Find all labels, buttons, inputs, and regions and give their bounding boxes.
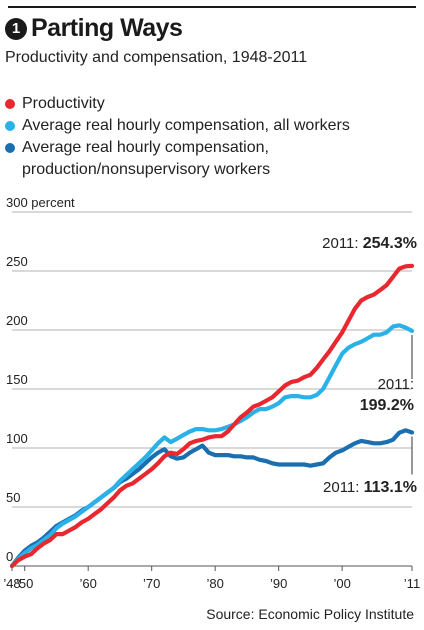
annotation-prefix: 2011:	[322, 235, 363, 252]
line-chart: 0 50 100 150 200 250 300 percent ’48’50 ’60 ’70 ’8…	[3, 195, 420, 591]
top-rule	[8, 6, 416, 8]
annotation-value: 199.2%	[360, 397, 414, 414]
x-tick-label: ’00	[333, 576, 350, 591]
legend-item-all-workers: Average real hourly compensation, all wo…	[5, 115, 417, 137]
title-row: 1 Parting Ways	[5, 14, 183, 43]
annotation-value: 113.1%	[364, 479, 417, 496]
y-tick-label: 150	[6, 372, 28, 387]
annotation-label: 2011: 254.3%	[322, 235, 417, 252]
x-tick-label: ’80	[206, 576, 223, 591]
legend: Productivity Average real hourly compens…	[5, 93, 417, 181]
annotation-prefix: 2011:	[323, 479, 364, 496]
legend-item-production-workers: Average real hourly compensation, produc…	[5, 137, 417, 181]
chart-number-badge: 1	[5, 17, 27, 40]
series-line-0	[9, 263, 415, 569]
legend-label: Productivity	[22, 95, 105, 112]
legend-dot-icon	[5, 121, 15, 131]
y-tick-label: 100	[6, 431, 28, 446]
annotation-label: 2011:	[378, 376, 414, 393]
legend-dot-icon	[5, 143, 15, 153]
series-line-1	[9, 323, 415, 569]
annotation-value: 254.3%	[363, 235, 417, 252]
chart-subtitle: Productivity and compensation, 1948-2011	[5, 49, 308, 66]
legend-label: Average real hourly compensation, all wo…	[22, 117, 350, 134]
x-tick-label: ’60	[80, 576, 97, 591]
x-tick-label: ’50	[16, 576, 33, 591]
y-tick-label: 50	[6, 490, 20, 505]
x-tick-label: ’90	[270, 576, 287, 591]
legend-item-productivity: Productivity	[5, 93, 417, 115]
chart-title: Parting Ways	[31, 14, 183, 42]
x-tick-label: ’70	[143, 576, 160, 591]
y-tick-label: 0	[6, 549, 13, 564]
y-tick-label: 200	[6, 313, 28, 328]
legend-label: Average real hourly compensation, produc…	[22, 139, 271, 178]
legend-dot-icon	[5, 99, 15, 109]
y-tick-label: 300 percent	[6, 195, 75, 210]
annotation-label: 2011: 113.1%	[323, 479, 417, 496]
series-line-2	[9, 428, 415, 569]
source-note: Source: Economic Policy Institute	[206, 606, 414, 622]
x-tick-label: ’48	[3, 576, 20, 591]
y-tick-label: 250	[6, 254, 28, 269]
x-tick-label: ’11	[404, 576, 420, 591]
